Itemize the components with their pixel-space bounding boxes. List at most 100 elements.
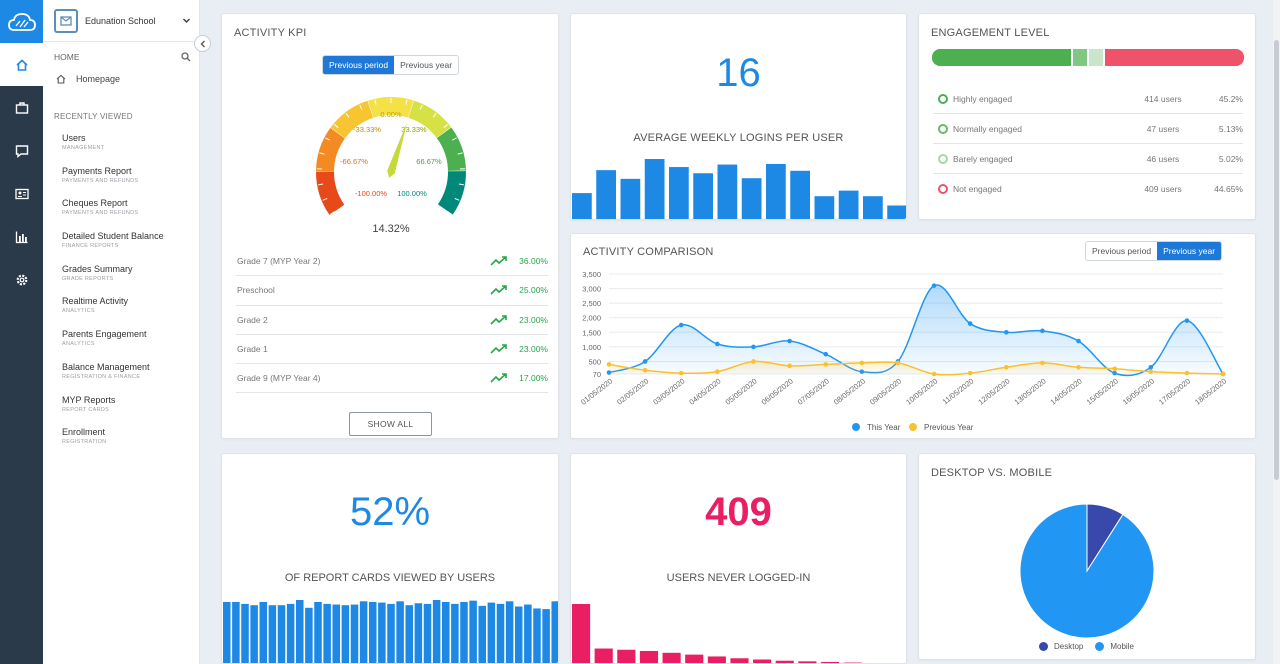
engagement-dot-icon: [938, 153, 948, 164]
data-point[interactable]: [823, 362, 829, 367]
activity-comparison-title: ACTIVITY COMPARISON: [583, 246, 714, 258]
bar: [669, 167, 689, 219]
data-point[interactable]: [967, 370, 973, 376]
engagement-row: Normally engaged 47 users 5.13%: [933, 114, 1243, 144]
kpi-previous-year-button[interactable]: Previous year: [394, 56, 459, 74]
gauge-label-ur: 33.33%: [401, 125, 427, 134]
bar: [887, 205, 906, 219]
nav-analytics[interactable]: [0, 215, 43, 258]
app-logo[interactable]: [0, 0, 43, 43]
kpi-row-label: Preschool: [237, 285, 275, 296]
recent-item[interactable]: Users MANAGEMENT: [62, 133, 199, 166]
x-tick-label: 01/05/2020: [579, 376, 614, 406]
data-point[interactable]: [787, 363, 792, 369]
kpi-previous-period-button[interactable]: Previous period: [323, 56, 395, 74]
trend-up-icon: [490, 344, 507, 354]
data-point[interactable]: [751, 359, 756, 364]
data-point[interactable]: [1003, 364, 1009, 370]
recent-item[interactable]: MYP Reports REPORT CARDS: [62, 395, 199, 428]
recent-item-subtitle: REPORT CARDS: [62, 406, 110, 413]
data-point[interactable]: [787, 338, 792, 344]
nav-settings[interactable]: [0, 258, 43, 301]
bar: [451, 603, 459, 663]
school-selector[interactable]: Edunation School: [43, 0, 199, 42]
data-point[interactable]: [715, 369, 720, 374]
legend-this-year-label: This Year: [867, 423, 901, 432]
data-point[interactable]: [715, 341, 720, 347]
bar: [487, 602, 496, 663]
bar: [551, 601, 558, 663]
data-point[interactable]: [1184, 370, 1190, 376]
data-point[interactable]: [678, 370, 684, 376]
data-point[interactable]: [1184, 318, 1190, 323]
data-point[interactable]: [931, 283, 937, 288]
school-badge-icon: [54, 8, 78, 33]
kpi-row: Grade 7 (MYP Year 2) 36.00%: [236, 247, 548, 277]
search-icon[interactable]: [181, 52, 191, 62]
data-point[interactable]: [967, 321, 973, 326]
kpi-row-value: 17.00%: [519, 373, 548, 384]
x-tick-label: 04/05/2020: [687, 376, 722, 406]
recent-item[interactable]: Grades Summary GRADE REPORTS: [62, 264, 199, 297]
sidebar: Edunation School HOME Homepage RECENTLY …: [43, 0, 200, 664]
recent-item[interactable]: Enrollment REGISTRATION: [62, 427, 199, 460]
show-all-button[interactable]: SHOW ALL: [349, 412, 432, 436]
data-point[interactable]: [895, 360, 901, 366]
x-tick-label: 13/05/2020: [1013, 376, 1048, 406]
data-point[interactable]: [751, 344, 756, 350]
recent-item[interactable]: Payments Report PAYMENTS AND REFUNDS: [62, 166, 199, 199]
page-scrollbar[interactable]: [1273, 0, 1280, 664]
nav-briefcase[interactable]: [0, 86, 43, 129]
gauge-segment: [437, 171, 466, 215]
data-point[interactable]: [823, 351, 829, 357]
bar: [460, 601, 468, 663]
gauge-needle: [387, 122, 407, 178]
bar: [798, 661, 817, 663]
gauge-label-bl: -100.00%: [355, 189, 387, 198]
data-point[interactable]: [642, 367, 648, 373]
recent-item[interactable]: Balance Management REGISTRATION & FINANCE: [62, 362, 199, 395]
engagement-title: ENGAGEMENT LEVEL: [931, 27, 1050, 39]
collapse-sidebar-button[interactable]: [194, 35, 211, 52]
data-point[interactable]: [1040, 328, 1045, 334]
weekly-logins-bars: [572, 159, 906, 219]
data-point[interactable]: [1112, 366, 1117, 372]
data-point[interactable]: [1076, 364, 1081, 370]
data-point[interactable]: [1220, 371, 1226, 377]
cloud-logo-icon: [7, 12, 36, 31]
report-cards-bars: [223, 600, 558, 663]
bar: [766, 163, 786, 219]
nav-home[interactable]: [0, 43, 43, 86]
desktop-mobile-card: DESKTOP VS. MOBILE Desktop Mobile: [918, 453, 1256, 660]
data-point[interactable]: [642, 359, 648, 364]
comparison-previous-year-button[interactable]: Previous year: [1157, 242, 1222, 260]
data-point[interactable]: [1148, 369, 1154, 374]
scrollbar-thumb[interactable]: [1274, 40, 1279, 480]
gauge-tick: [319, 152, 325, 155]
homepage-link[interactable]: Homepage: [43, 62, 199, 84]
data-point[interactable]: [1148, 364, 1154, 370]
y-tick-label: 2,500: [582, 299, 601, 308]
data-point[interactable]: [859, 360, 865, 366]
nav-contacts[interactable]: [0, 172, 43, 215]
bar: [277, 605, 286, 663]
nav-messages[interactable]: [0, 129, 43, 172]
series-area: [609, 284, 1223, 376]
data-point[interactable]: [1003, 330, 1009, 335]
data-point[interactable]: [678, 322, 684, 328]
report-cards-label: OF REPORT CARDS VIEWED BY USERS: [284, 572, 496, 584]
data-point[interactable]: [931, 371, 937, 377]
bar: [295, 600, 304, 663]
data-point[interactable]: [1076, 338, 1081, 344]
data-point[interactable]: [1040, 360, 1045, 366]
x-tick-label: 10/05/2020: [904, 376, 939, 406]
comparison-previous-period-button[interactable]: Previous period: [1086, 242, 1158, 260]
activity-kpi-card: ACTIVITY KPI Previous period Previous ye…: [221, 13, 559, 439]
report-cards-value: 52%: [349, 490, 431, 534]
recent-item[interactable]: Cheques Report PAYMENTS AND REFUNDS: [62, 198, 199, 231]
recent-item[interactable]: Detailed Student Balance FINANCE REPORTS: [62, 231, 199, 264]
recent-item[interactable]: Realtime Activity ANALYTICS: [62, 296, 199, 329]
pie-slice-mobile[interactable]: [1019, 503, 1155, 639]
data-point[interactable]: [606, 362, 612, 367]
recent-item[interactable]: Parents Engagement ANALYTICS: [62, 329, 199, 362]
